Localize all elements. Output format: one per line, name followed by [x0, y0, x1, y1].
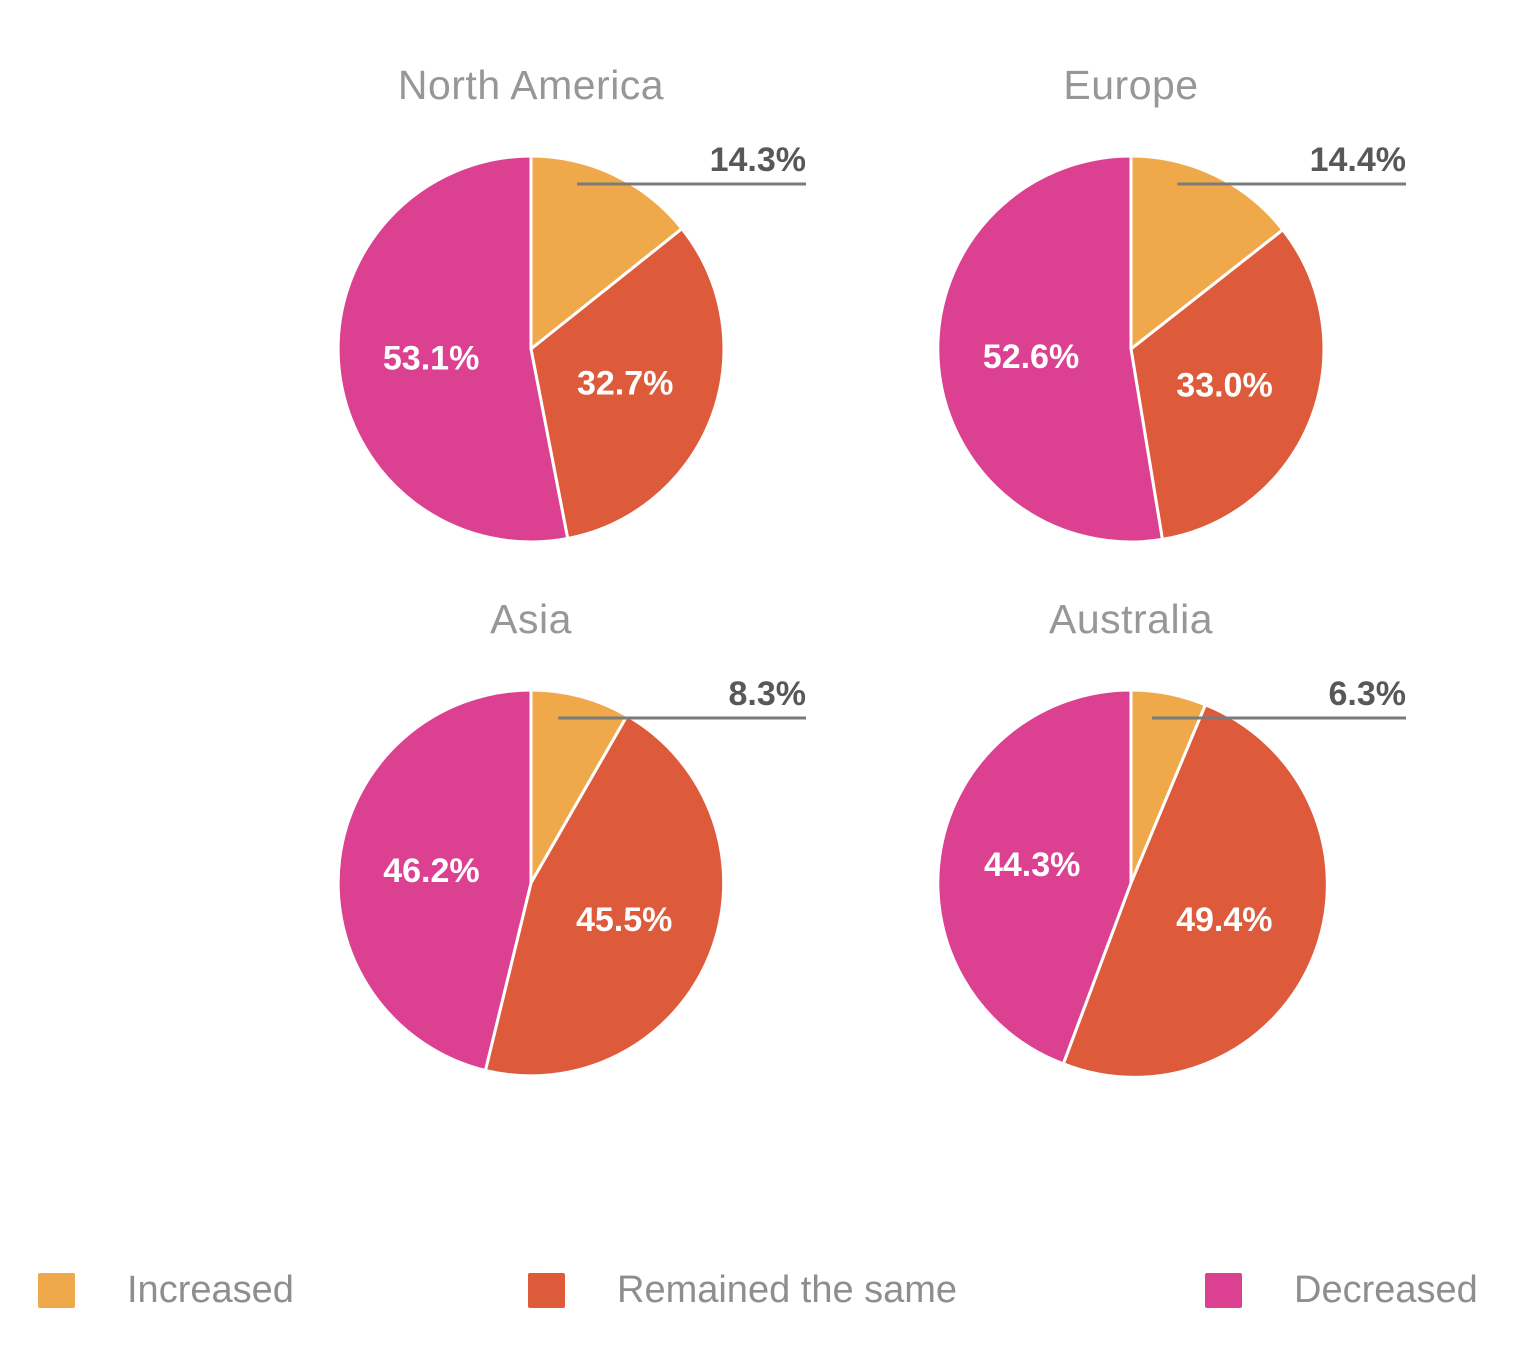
legend-swatch-remained-the-same	[528, 1273, 565, 1308]
pie-inside-label-decreased: 44.3%	[984, 846, 1080, 884]
pie-slice-remained-the-same	[1061, 703, 1329, 1079]
chart-title-north-america: North America	[397, 61, 665, 108]
pie-slice-decreased	[336, 154, 570, 544]
pie-outside-label-increased: 8.3%	[729, 675, 807, 713]
chart-australia: Australia 6.3% 49.4% 44.3%	[831, 574, 1431, 1109]
legend-item-decreased: Decreased	[1205, 1269, 1478, 1312]
pie-outside-label-increased: 14.4%	[1310, 141, 1406, 179]
pie-slice-decreased	[936, 688, 1133, 1066]
pie-europe: 14.4% 33.0% 52.6%	[936, 141, 1406, 544]
pie-inside-label-remained-the-same: 49.4%	[1176, 901, 1272, 939]
pie-australia: 6.3% 49.4% 44.3%	[936, 675, 1407, 1079]
legend-label-increased: Increased	[127, 1269, 294, 1311]
pie-slice-increased	[529, 688, 629, 885]
pie-outside-label-increased: 14.3%	[710, 141, 806, 179]
pie-slice-remained-the-same	[529, 227, 726, 540]
chart-title-australia: Australia	[1048, 595, 1213, 642]
pie-slice-remained-the-same	[483, 714, 726, 1078]
legend-item-increased: Increased	[38, 1269, 294, 1312]
chart-north-america: North America 14.3% 32.7% 53.1%	[231, 40, 831, 575]
pie-inside-label-decreased: 53.1%	[383, 340, 479, 378]
pie-slice-decreased	[936, 154, 1164, 544]
chart-title-europe: Europe	[1063, 61, 1199, 108]
pie-inside-label-decreased: 52.6%	[983, 338, 1079, 376]
pie-slice-decreased	[336, 688, 533, 1072]
legend-label-remained-the-same: Remained the same	[617, 1269, 958, 1311]
pie-slice-remained-the-same	[1129, 228, 1326, 541]
pie-slice-increased	[1129, 154, 1285, 351]
chart-asia: Asia 8.3% 45.5% 46.2%	[231, 574, 831, 1109]
pie-slice-increased	[529, 154, 684, 351]
pie-north-america: 14.3% 32.7% 53.1%	[336, 141, 806, 544]
pie-asia: 8.3% 45.5% 46.2%	[336, 675, 807, 1078]
pie-outside-label-increased: 6.3%	[1329, 675, 1407, 713]
legend-item-remained-the-same: Remained the same	[528, 1269, 957, 1312]
legend: Increased Remained the same Decreased	[0, 1252, 1536, 1332]
pie-inside-label-remained-the-same: 33.0%	[1176, 366, 1272, 404]
pie-inside-label-decreased: 46.2%	[383, 852, 479, 890]
chart-title-asia: Asia	[490, 595, 572, 642]
pie-inside-label-remained-the-same: 32.7%	[577, 365, 673, 403]
legend-swatch-increased	[38, 1273, 75, 1308]
legend-label-decreased: Decreased	[1294, 1269, 1478, 1311]
legend-swatch-decreased	[1205, 1273, 1242, 1308]
chart-europe: Europe 14.4% 33.0% 52.6%	[831, 40, 1431, 575]
pie-inside-label-remained-the-same: 45.5%	[576, 901, 672, 939]
